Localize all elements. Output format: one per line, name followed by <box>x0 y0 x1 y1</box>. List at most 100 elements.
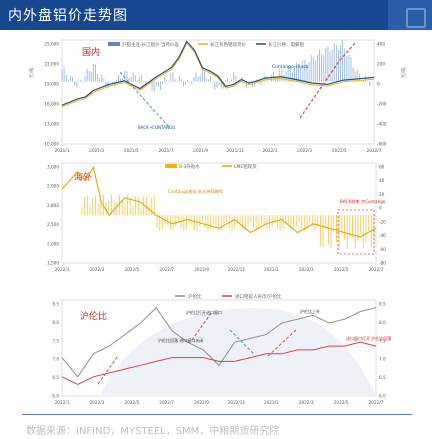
legend2-label-1: LME铝现货 <box>234 163 257 170</box>
ytick-left: 10,000 <box>44 142 59 147</box>
panel2-highlight-box <box>337 209 375 255</box>
xtick: 2022/5 <box>334 400 349 405</box>
ytick-right: -80 <box>379 261 386 266</box>
xtick: 2022/5 <box>124 267 139 272</box>
panel3-annotation-1: 沪伦比回落 进口窗口关闭 <box>158 337 203 343</box>
panel1-ylabel-left: 元/吨 <box>28 67 35 78</box>
panel3-arrow-3 <box>229 329 255 355</box>
ytick-left: 7.5 <box>52 338 59 343</box>
ytick-left: 3,000 <box>47 165 59 170</box>
legend3-label-1: 进口铝锭人民币/沪伦比 <box>235 293 282 300</box>
panel3-xticks: 2022/1 2022/3 2022/5 2022/7 2022/9 2022/11 202… <box>55 400 384 405</box>
ytick-right: 7.0 <box>379 357 386 362</box>
ytick-right: 60 <box>379 165 385 170</box>
panel1-trend-arrow-2 <box>299 41 357 119</box>
xtick: 2022/11 <box>228 400 246 405</box>
ytick-left: 22,000 <box>44 62 59 67</box>
legend3-label-0: 沪伦比 <box>188 293 202 300</box>
xtick: 2022/5 <box>124 400 139 405</box>
ytick-right: 7.5 <box>379 338 386 343</box>
panel1-annotation-1: BACK→CONTANGO <box>138 125 175 130</box>
panel3-annotation-2: 沪伦比上升 <box>300 308 320 314</box>
xtick: 2022/5 <box>334 267 349 272</box>
xtick: 2022/7 <box>159 267 174 272</box>
panel3-yticks-right: 8.5 8.0 7.5 7.0 6.5 6.0 <box>379 302 386 399</box>
legend1-label-1: 长江有色铝现货价 <box>210 41 246 48</box>
ytick-left: 1,500 <box>47 261 59 266</box>
xtick: 2022/3 <box>90 400 105 405</box>
ytick-right: -200 <box>377 102 387 107</box>
ytick-right: 40 <box>379 178 385 183</box>
panel2-annotation-0: Contango加深 贴水持续缩窄 <box>168 188 223 195</box>
ytick-left: 13,000 <box>44 122 59 127</box>
panel1-annotation-0: Contango→Back <box>272 64 309 70</box>
ytick-right: -20 <box>379 219 386 224</box>
panel1-yticks-right: 400 200 0 -200 -400 -600 <box>377 42 387 147</box>
panel1-legend: 沪铝主连-长江铝价 当月价差 长江有色铝现货价 长江价格：电解铝 <box>108 41 304 48</box>
ytick-left: 25,000 <box>44 42 59 47</box>
panel1-series-price <box>61 40 375 106</box>
ytick-left: 8.0 <box>52 320 59 325</box>
panel2-series-lme <box>61 165 377 238</box>
panel2-legend: 0-3升贴水 LME铝现货 <box>165 163 257 170</box>
panel1-series-spot <box>61 42 375 108</box>
xtick: 2021/9 <box>193 148 208 153</box>
legend1-label-0: 沪铝主连-长江铝价 当月价差 <box>122 41 180 48</box>
ytick-right: -600 <box>377 142 387 147</box>
xtick: 2021/7 <box>159 148 174 153</box>
panel3-annotation-3: 进口窗口打开 沪伦比回落 <box>346 335 391 341</box>
panel2-annotation-1: BACK结束 大Contango <box>340 198 386 205</box>
xtick: 2021/5 <box>124 148 139 153</box>
ytick-left: 2,800 <box>47 203 59 208</box>
panel3-arrow-4 <box>267 329 297 357</box>
watermark-shape <box>100 308 376 396</box>
xtick: 2022/1 <box>55 400 70 405</box>
ytick-right: 0 <box>377 82 380 87</box>
xtick: 2022/3 <box>299 267 314 272</box>
ytick-right: 400 <box>377 42 385 47</box>
panel3-title: 沪伦比 <box>80 310 107 322</box>
panel1-frame <box>61 39 375 145</box>
xtick: 2021/3 <box>89 148 104 153</box>
xtick: 2022/1 <box>263 148 278 153</box>
panel2-yticks-right: 60 40 20 0 -20 -40 -60 -80 <box>379 165 386 266</box>
panel3-series-import <box>61 341 377 386</box>
xtick: 2022/9 <box>194 267 209 272</box>
xtick: 2022/3 <box>297 148 312 153</box>
ytick-left: 6.0 <box>52 394 59 399</box>
xtick: 2022/5 <box>332 148 347 153</box>
ytick-left: 8.5 <box>52 302 59 307</box>
xtick: 2021/11 <box>227 148 245 153</box>
xtick: 2021/1 <box>55 148 70 153</box>
panel2-xticks: 2022/1 2022/3 2022/5 2022/7 2022/9 2022/11 202… <box>55 267 384 272</box>
source-note: 数据来源：INFIND，MYSTEEL，SMM，中粮期货研究院 <box>26 426 280 437</box>
ytick-left: 2,900 <box>47 184 59 189</box>
ytick-left: 2,000 <box>47 241 59 246</box>
xtick: 2022/7 <box>369 400 384 405</box>
ytick-left: 19,000 <box>44 82 59 87</box>
legend2-swatch-0 <box>165 164 177 168</box>
panel3-series-ratio <box>61 306 377 378</box>
xtick: 2022/1 <box>264 400 279 405</box>
ytick-right: 6.5 <box>379 375 386 380</box>
panel3-legend: 沪伦比 进口铝锭人民币/沪伦比 <box>175 293 282 300</box>
logo-icon <box>388 0 432 30</box>
header-bar: 内外盘铝价走势图 <box>0 0 432 30</box>
legend1-label-2: 长江价格：电解铝 <box>268 41 304 48</box>
ytick-right: -40 <box>379 233 386 238</box>
panel1-trend-arrow-1 <box>119 71 171 129</box>
panel3-arrow-2 <box>191 311 213 341</box>
ytick-right: -400 <box>377 122 387 127</box>
xtick: 2022/3 <box>90 267 105 272</box>
ytick-left: 2,500 <box>47 222 59 227</box>
ytick-right: -60 <box>379 247 386 252</box>
ytick-right: 200 <box>377 62 385 67</box>
xtick: 2022/1 <box>55 267 70 272</box>
panel1-spread-bars <box>61 40 375 93</box>
legend1-swatch-0 <box>108 42 120 46</box>
ytick-left: 7.0 <box>52 357 59 362</box>
panel1-title: 国内 <box>82 46 100 58</box>
ytick-left: 16,000 <box>44 102 59 107</box>
legend2-label-0: 0-3升贴水 <box>179 163 200 170</box>
panel1-xticks: 2021/1 2021/3 2021/5 2021/7 2021/9 2021/11 202… <box>55 148 382 153</box>
